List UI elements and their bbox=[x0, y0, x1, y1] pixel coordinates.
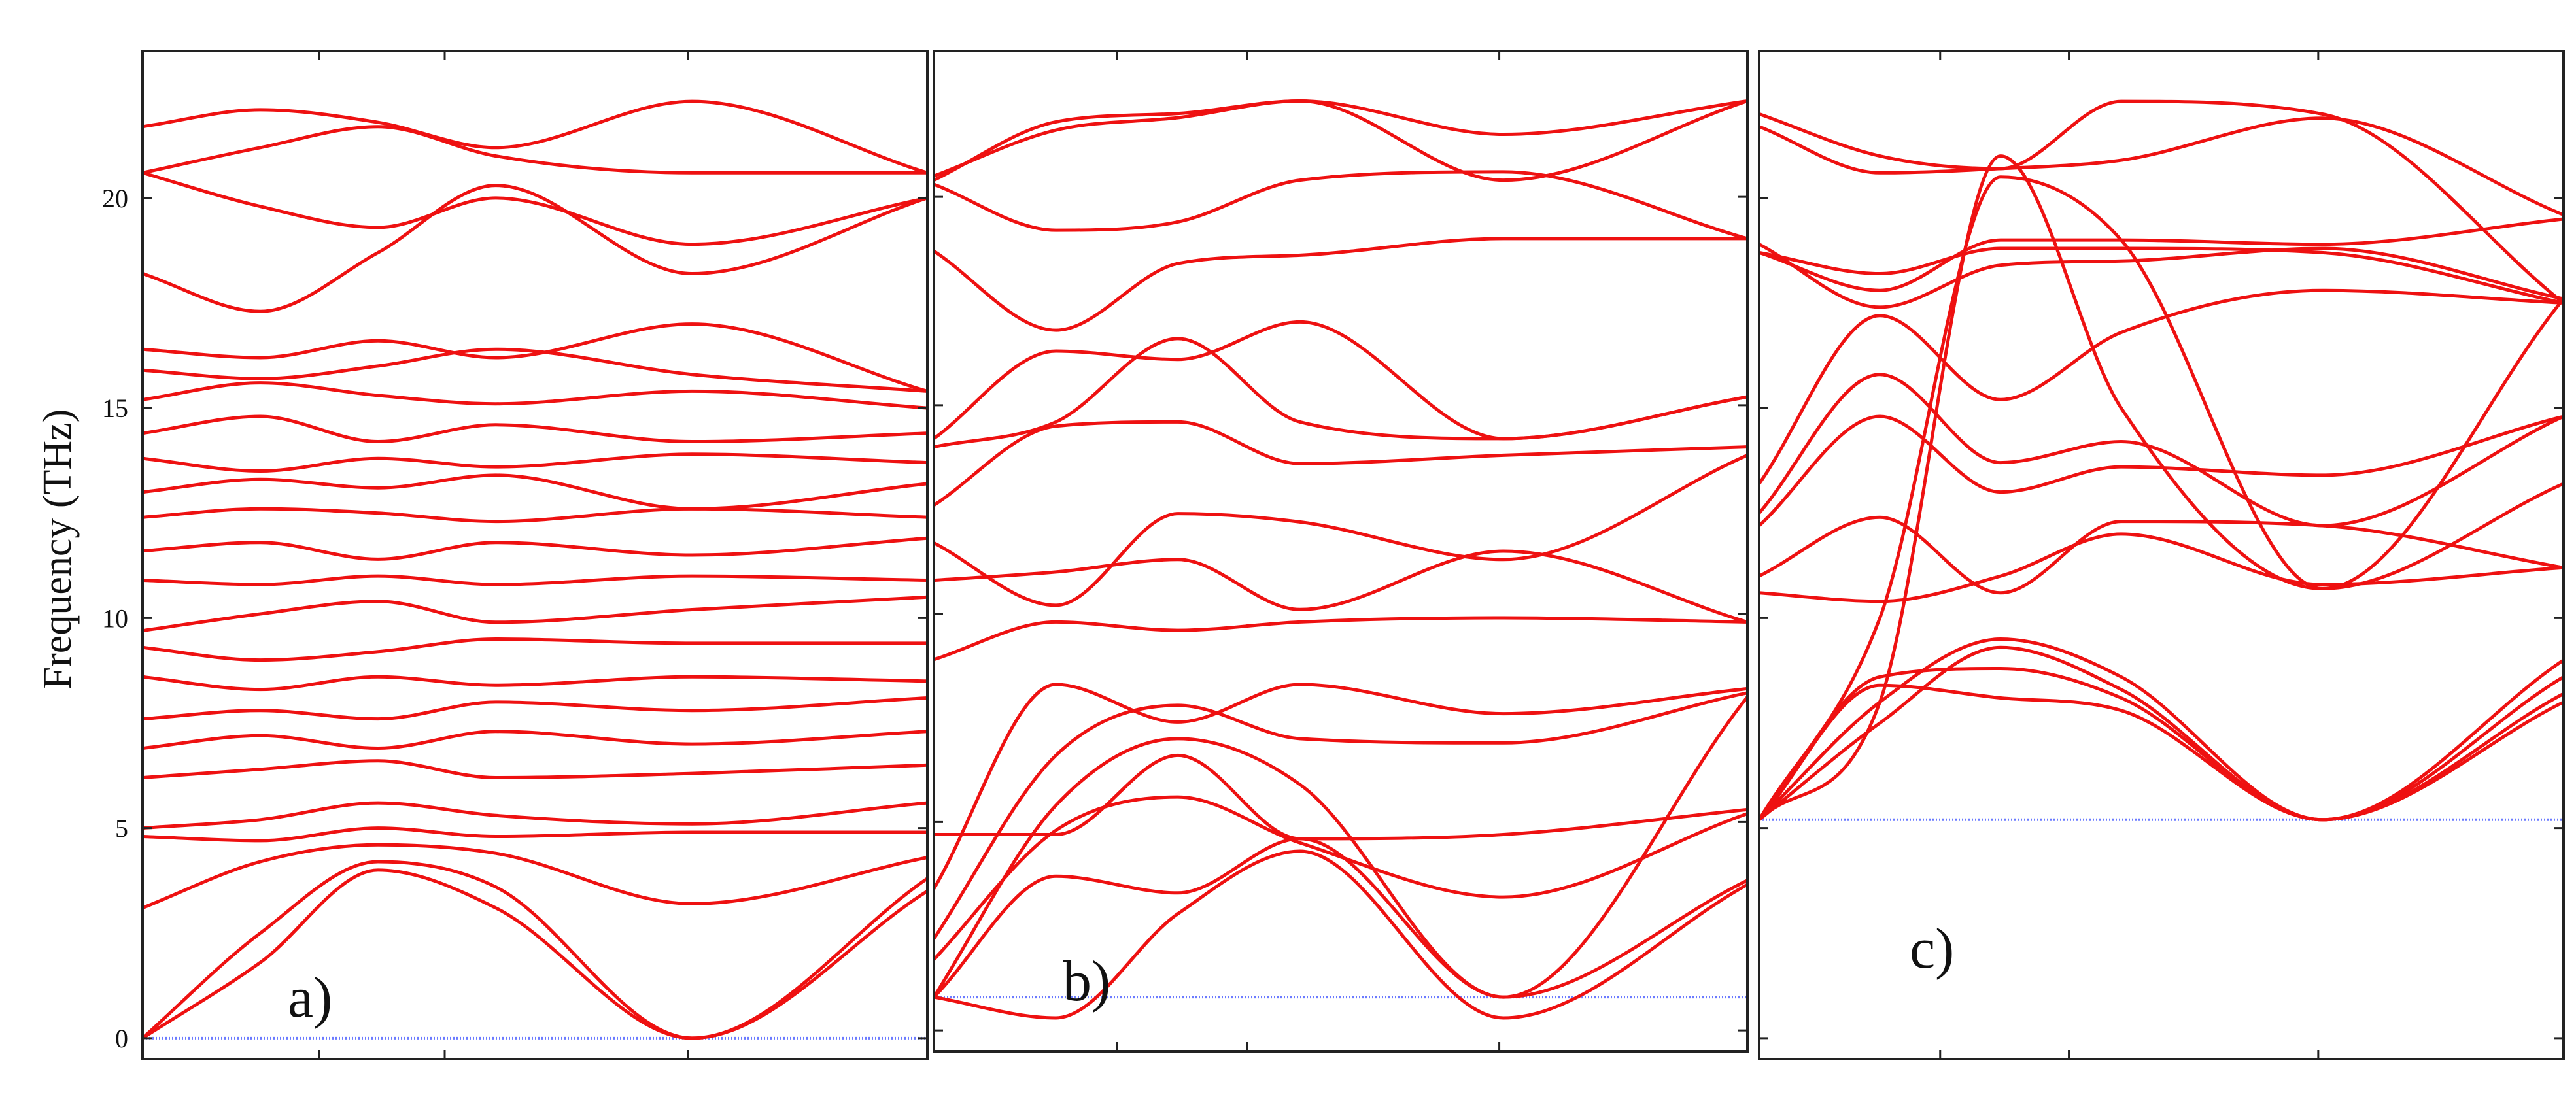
band-line bbox=[934, 420, 1747, 507]
band-line bbox=[1759, 246, 2564, 305]
band-line bbox=[143, 381, 927, 410]
band-line bbox=[143, 507, 927, 524]
band-line bbox=[934, 753, 1747, 841]
band-line bbox=[143, 99, 927, 175]
panel-frame bbox=[1758, 50, 2565, 1060]
band-line bbox=[1759, 373, 2564, 528]
band-line bbox=[934, 170, 1747, 241]
band-line bbox=[143, 637, 927, 662]
band-line bbox=[143, 473, 927, 511]
band-line bbox=[934, 99, 1747, 182]
band-line bbox=[934, 99, 1747, 182]
band-line bbox=[1759, 288, 2564, 486]
panel-label: b) bbox=[1063, 950, 1110, 1013]
band-line bbox=[1759, 667, 2564, 822]
band-line bbox=[143, 574, 927, 586]
band-line bbox=[143, 125, 927, 175]
panel-label: a) bbox=[288, 966, 332, 1030]
band-line bbox=[934, 453, 1747, 607]
band-line bbox=[1759, 99, 2564, 305]
panels: 0 5 10 15 20 a) b) c) bbox=[102, 50, 2565, 1060]
band-line bbox=[143, 860, 927, 1040]
band-line bbox=[143, 414, 927, 443]
band-line bbox=[1759, 217, 2564, 292]
band-line bbox=[934, 549, 1747, 624]
bands-1 bbox=[143, 99, 927, 1040]
band-line bbox=[143, 868, 927, 1040]
band-line bbox=[934, 695, 1747, 999]
band-line bbox=[934, 795, 1747, 962]
band-line bbox=[1759, 116, 2564, 217]
panel-label: c) bbox=[1910, 917, 1954, 981]
band-line bbox=[934, 691, 1747, 941]
band-line bbox=[1759, 175, 2564, 822]
band-line bbox=[1759, 645, 2564, 822]
band-line bbox=[143, 801, 927, 830]
band-line bbox=[143, 843, 927, 910]
band-line bbox=[1759, 637, 2564, 822]
band-line bbox=[934, 320, 1747, 441]
band-line bbox=[934, 237, 1747, 332]
band-line bbox=[1759, 414, 2564, 528]
band-line bbox=[143, 675, 927, 692]
band-line bbox=[143, 536, 927, 561]
band-line bbox=[143, 322, 927, 393]
bands-2 bbox=[934, 99, 1747, 1020]
band-line bbox=[934, 683, 1747, 890]
band-line bbox=[1759, 243, 2564, 309]
y-tick-label: 10 bbox=[102, 603, 128, 633]
bands-3 bbox=[1759, 99, 2564, 822]
y-tick-label: 5 bbox=[115, 814, 128, 843]
band-line bbox=[143, 826, 927, 843]
band-line bbox=[143, 696, 927, 721]
band-line bbox=[143, 184, 927, 313]
band-line bbox=[934, 837, 1747, 999]
y-tick-label: 15 bbox=[102, 394, 128, 423]
band-line bbox=[1759, 515, 2564, 595]
band-line bbox=[934, 616, 1747, 662]
y-tick-label: 0 bbox=[115, 1024, 128, 1053]
band-line bbox=[143, 759, 927, 779]
band-line bbox=[143, 595, 927, 633]
panel-3: c) bbox=[1758, 50, 2565, 1060]
band-line bbox=[143, 730, 927, 750]
band-line bbox=[1759, 532, 2564, 603]
panel-frame bbox=[141, 50, 929, 1060]
panel-2: b) bbox=[933, 50, 1749, 1053]
y-axis-label: Frequency (THz) bbox=[35, 409, 80, 690]
panel-frame bbox=[933, 50, 1749, 1053]
band-line bbox=[143, 452, 927, 473]
panel-1: 0 5 10 15 20 a) bbox=[102, 50, 929, 1060]
band-line bbox=[1759, 154, 2564, 822]
band-line bbox=[934, 849, 1747, 1020]
band-line bbox=[143, 171, 927, 246]
y-tick-label: 20 bbox=[102, 184, 128, 213]
band-line bbox=[143, 347, 927, 393]
band-line bbox=[934, 337, 1747, 449]
